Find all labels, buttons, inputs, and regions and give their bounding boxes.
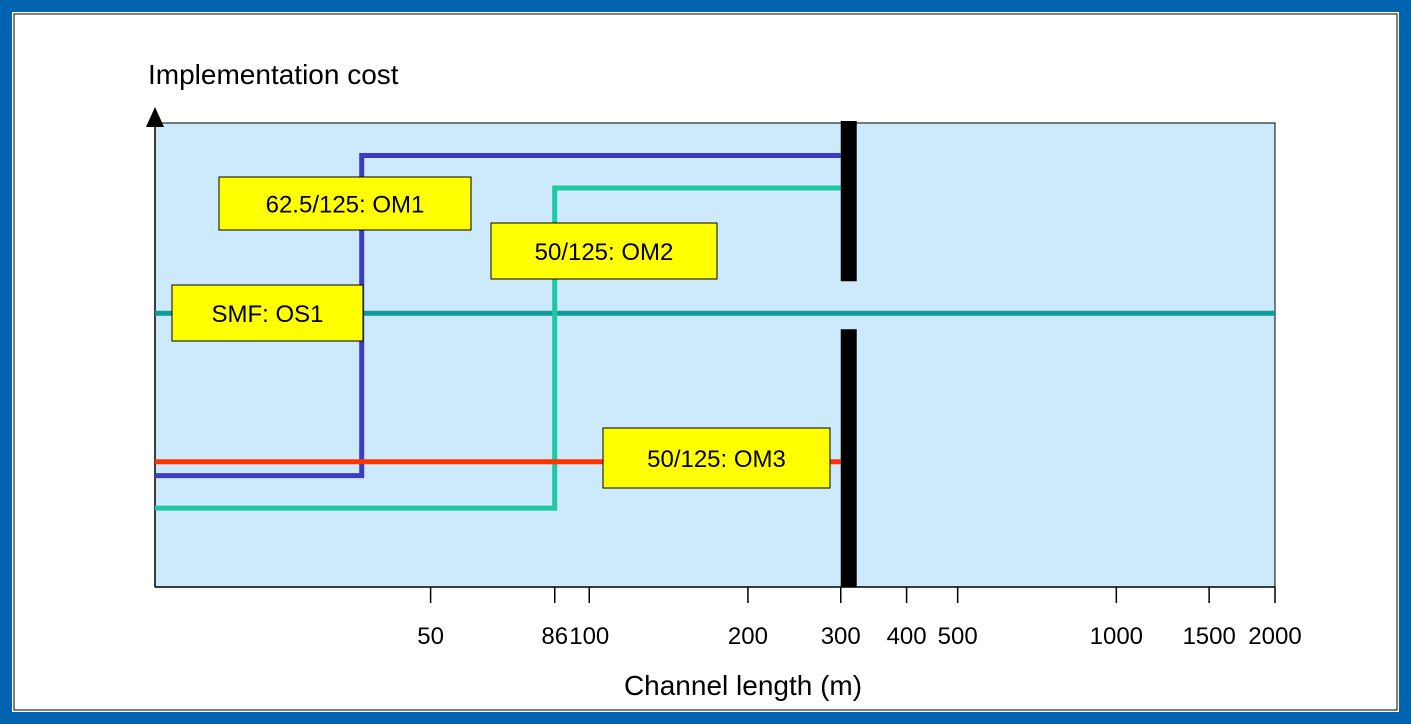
- x-tick-label: 300: [821, 623, 861, 650]
- x-tick-label: 2000: [1248, 623, 1301, 650]
- series-label: SMF: OS1: [211, 301, 323, 328]
- inner-frame-line: [13, 13, 1398, 711]
- limit-bar-lower: [840, 329, 857, 587]
- y-axis-title: Implementation cost: [148, 59, 399, 90]
- distance-limit-bar: [840, 121, 857, 587]
- x-axis-ticks: 50 86 100 200 300 400 500 1000 1500 2000: [417, 587, 1302, 650]
- x-axis-title: Channel length (m): [624, 670, 862, 701]
- series-label-box: [218, 176, 472, 231]
- series-label: 50/125: OM2: [535, 239, 674, 266]
- series-line-1: [155, 185, 841, 511]
- series-label-box: [171, 284, 364, 342]
- series-label: 50/125: OM3: [647, 446, 786, 473]
- series-labels: 62.5/125: OM1 50/125: OM2 SMF: OS1 50/125: …: [171, 176, 831, 489]
- y-axis-arrow-icon: [146, 107, 164, 127]
- x-tick-label: 86: [541, 623, 568, 650]
- limit-bar-upper: [840, 121, 857, 282]
- x-tick-label: 50: [417, 623, 444, 650]
- x-tick-label: 1000: [1090, 623, 1143, 650]
- series-label: 62.5/125: OM1: [266, 192, 425, 219]
- x-tick-label: 100: [569, 623, 609, 650]
- x-tick-label: 1500: [1182, 623, 1235, 650]
- x-tick-label: 400: [887, 623, 927, 650]
- series-label-box: [490, 222, 718, 280]
- x-tick-label: 200: [728, 623, 768, 650]
- series-label-box: [602, 427, 831, 489]
- x-tick-label: 500: [938, 623, 978, 650]
